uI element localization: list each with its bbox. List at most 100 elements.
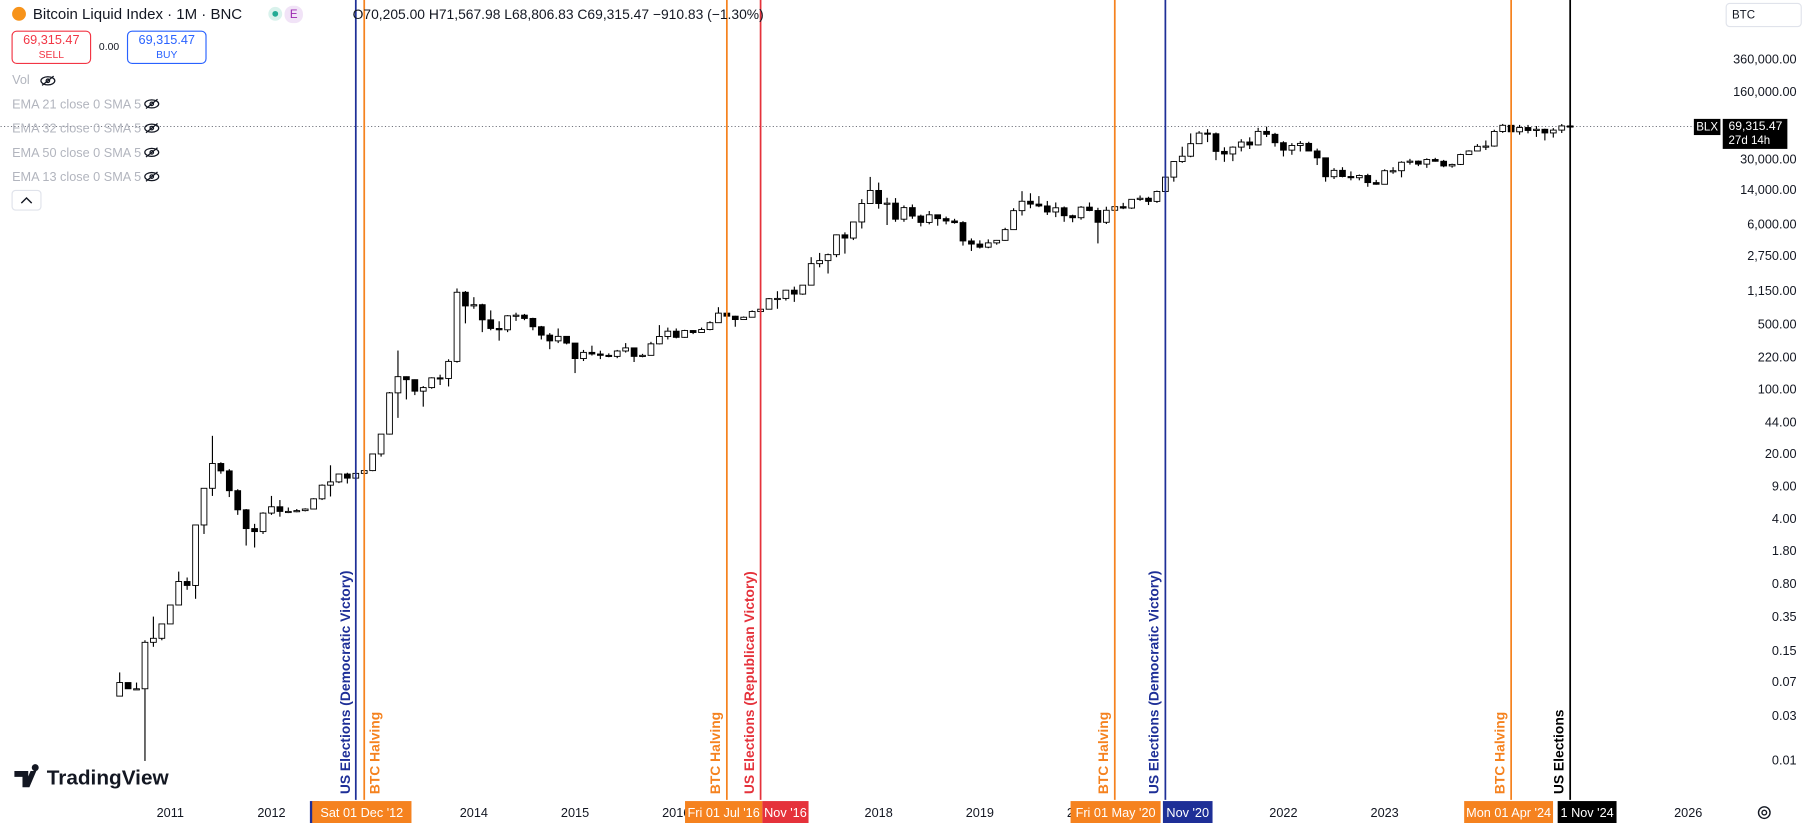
- candle-body: [487, 319, 495, 329]
- x-tick-label: 2019: [966, 806, 994, 820]
- candle-body: [1288, 145, 1296, 151]
- candle-body: [419, 387, 427, 392]
- candle-body: [900, 207, 908, 220]
- eye-off-icon[interactable]: [144, 147, 160, 158]
- x-tick-label: 2011: [157, 806, 184, 820]
- eye-off-icon[interactable]: [144, 98, 160, 109]
- candle-body: [1296, 142, 1304, 146]
- indicator[interactable]: Vol: [12, 73, 30, 87]
- indicator[interactable]: EMA 13 close 0 SMA 5: [12, 170, 141, 184]
- candle-body: [1541, 128, 1549, 134]
- indicator[interactable]: EMA 50 close 0 SMA 5: [12, 146, 141, 160]
- candle-body: [133, 688, 140, 691]
- candle-body: [571, 342, 579, 360]
- candle-body: [259, 512, 267, 533]
- candle-body: [1406, 160, 1414, 163]
- candle-body: [1060, 207, 1068, 217]
- candle-body: [192, 524, 199, 586]
- candle-body: [1516, 127, 1523, 133]
- settings-icon[interactable]: [1757, 806, 1771, 820]
- y-tick-label: 360,000.00: [1733, 52, 1797, 66]
- candle-body: [639, 354, 646, 357]
- candle-body: [293, 510, 301, 513]
- price-tag-price: 69,315.47: [1729, 119, 1783, 133]
- candle-body: [731, 315, 739, 321]
- indicator[interactable]: EMA 21 close 0 SMA 5: [12, 97, 141, 111]
- y-tick-label: 2,750.00: [1747, 249, 1796, 263]
- symbol-select[interactable]: [1725, 2, 1802, 28]
- candle-body: [1415, 160, 1422, 165]
- buy-price: 69,315.47: [139, 33, 195, 47]
- candle-body: [892, 202, 899, 220]
- candle-body: [1237, 141, 1245, 148]
- candle-body: [1398, 161, 1405, 172]
- candle-body: [512, 314, 520, 317]
- y-tick-label: 4.00: [1772, 512, 1797, 526]
- candle-body: [1322, 157, 1329, 178]
- candle-body: [470, 304, 478, 307]
- candle-body: [318, 484, 326, 500]
- candle-body: [613, 350, 621, 357]
- collapse-button[interactable]: [11, 189, 42, 211]
- candle-body: [951, 220, 958, 224]
- event-label: US Elections (Democratic Victory): [337, 571, 353, 795]
- candle-body: [1263, 130, 1270, 135]
- y-tick-label: 9.00: [1772, 479, 1797, 493]
- candle-body: [175, 581, 183, 606]
- candle-body: [790, 289, 798, 295]
- sell-button[interactable]: [11, 30, 92, 65]
- date-label: Fri 01 Jul '16: [688, 806, 760, 820]
- candle-body: [1364, 175, 1372, 184]
- date-label: Nov '20: [1166, 806, 1209, 820]
- event-label: BTC Halving: [707, 712, 723, 794]
- candle-body: [917, 215, 925, 223]
- y-tick-label: 20.00: [1765, 447, 1797, 461]
- date-label-box: [1464, 801, 1554, 823]
- ohlc-change: −910.83 (−1.30%): [653, 6, 764, 22]
- date-label: Mon 01 Apr '24: [1466, 806, 1551, 820]
- y-tick-label: 0.01: [1772, 753, 1797, 767]
- candle-body: [681, 330, 689, 338]
- candle-body: [234, 490, 242, 511]
- candle-body: [976, 243, 984, 248]
- candle-body: [1355, 175, 1363, 179]
- price-tag-symbol: BLX: [1696, 122, 1718, 134]
- candle-body: [183, 581, 191, 586]
- candle-body: [1431, 159, 1439, 162]
- candle-body: [1018, 200, 1026, 212]
- candle-body: [1221, 150, 1228, 155]
- candle-body: [403, 376, 410, 381]
- candle-body: [807, 263, 815, 286]
- eye-off-icon[interactable]: [144, 123, 160, 134]
- price-tag-countdown: 27d 14h: [1729, 135, 1771, 147]
- date-label-box: [312, 801, 412, 823]
- candle-body: [529, 317, 537, 328]
- candle-body: [1077, 206, 1085, 219]
- candle-body: [1229, 146, 1237, 155]
- date-label: Nov '16: [764, 806, 807, 820]
- candle-body: [284, 510, 292, 514]
- candle-body: [765, 298, 773, 310]
- candle-body: [554, 335, 562, 342]
- ohlc-key: H: [429, 6, 439, 22]
- candle-body: [597, 353, 604, 356]
- candle-body: [1558, 125, 1566, 131]
- sell-price: 69,315.47: [23, 33, 79, 47]
- candle-body: [462, 291, 469, 307]
- candle-body: [150, 637, 157, 643]
- candle-body: [1482, 145, 1490, 148]
- indicator[interactable]: EMA 32 close 0 SMA 5: [12, 122, 141, 136]
- x-tick-label: 2026: [1674, 806, 1702, 820]
- candle-body: [1212, 133, 1220, 152]
- event-label: US Elections (Democratic Victory): [1146, 571, 1162, 795]
- collapse-icon: [20, 196, 33, 204]
- candle-body: [394, 376, 402, 394]
- candle-body: [664, 330, 672, 337]
- candle-body: [1145, 197, 1152, 202]
- eye-off-icon[interactable]: [40, 75, 56, 86]
- candle-body: [1549, 129, 1557, 134]
- date-label-box: [685, 801, 763, 823]
- buy-button[interactable]: [126, 30, 207, 65]
- eye-off-icon[interactable]: [144, 171, 160, 182]
- candle-body: [369, 453, 377, 472]
